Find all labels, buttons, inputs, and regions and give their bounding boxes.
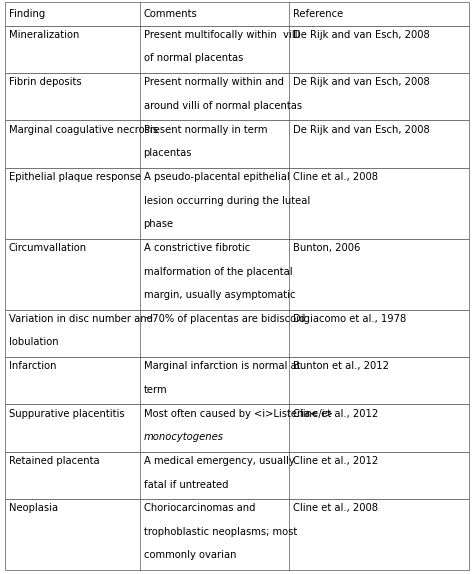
Text: De Rijk and van Esch, 2008: De Rijk and van Esch, 2008 (293, 30, 430, 40)
Text: placentas: placentas (144, 148, 192, 158)
Text: Variation in disc number and: Variation in disc number and (9, 314, 153, 324)
Text: Reference: Reference (293, 9, 343, 19)
Text: lobulation: lobulation (9, 338, 58, 347)
Text: monocytogenes: monocytogenes (144, 432, 224, 442)
Text: Cline et al., 2012: Cline et al., 2012 (293, 409, 378, 418)
Bar (5, 73, 469, 121)
Text: Marginal infarction is normal at: Marginal infarction is normal at (144, 361, 300, 371)
Text: phase: phase (144, 219, 174, 229)
Text: margin, usually asymptomatic: margin, usually asymptomatic (144, 290, 295, 300)
Text: term: term (144, 385, 167, 395)
Text: Epithelial plaque response: Epithelial plaque response (9, 172, 141, 182)
Text: trophoblastic neoplasms; most: trophoblastic neoplasms; most (144, 527, 297, 537)
Text: Cline et al., 2008: Cline et al., 2008 (293, 503, 378, 513)
Text: fatal if untreated: fatal if untreated (144, 479, 228, 490)
Bar (5, 499, 469, 570)
Text: Infarction: Infarction (9, 361, 56, 371)
Text: Present normally within and: Present normally within and (144, 77, 283, 87)
Text: around villi of normal placentas: around villi of normal placentas (144, 101, 302, 111)
Text: commonly ovarian: commonly ovarian (144, 550, 236, 560)
Text: Suppurative placentitis: Suppurative placentitis (9, 409, 124, 418)
Bar (5, 404, 469, 452)
Bar (5, 121, 469, 168)
Text: Comments: Comments (144, 9, 197, 19)
Bar (5, 239, 469, 309)
Text: lesion occurring during the luteal: lesion occurring during the luteal (144, 196, 310, 205)
Text: A pseudo-placental epithelial: A pseudo-placental epithelial (144, 172, 289, 182)
Text: Retained placenta: Retained placenta (9, 456, 99, 466)
Bar (5, 26, 469, 73)
Text: De Rijk and van Esch, 2008: De Rijk and van Esch, 2008 (293, 125, 430, 135)
Bar (5, 309, 469, 357)
Text: Marginal coagulative necrosis: Marginal coagulative necrosis (9, 125, 157, 135)
Text: Circumvallation: Circumvallation (9, 243, 87, 253)
Text: Mineralization: Mineralization (9, 30, 79, 40)
Text: ~70% of placentas are bidiscoid: ~70% of placentas are bidiscoid (144, 314, 305, 324)
Text: Fibrin deposits: Fibrin deposits (9, 77, 81, 87)
Bar (5, 2, 469, 26)
Text: Cline et al., 2008: Cline et al., 2008 (293, 172, 378, 182)
Text: A medical emergency, usually: A medical emergency, usually (144, 456, 294, 466)
Text: A constrictive fibrotic: A constrictive fibrotic (144, 243, 250, 253)
Text: Digiacomo et al., 1978: Digiacomo et al., 1978 (293, 314, 406, 324)
Text: Present normally in term: Present normally in term (144, 125, 267, 135)
Text: De Rijk and van Esch, 2008: De Rijk and van Esch, 2008 (293, 77, 430, 87)
Bar (5, 452, 469, 499)
Text: of normal placentas: of normal placentas (144, 53, 243, 64)
Text: Choriocarcinomas and: Choriocarcinomas and (144, 503, 255, 513)
Text: Neoplasia: Neoplasia (9, 503, 58, 513)
Text: Bunton, 2006: Bunton, 2006 (293, 243, 360, 253)
Text: Cline et al., 2012: Cline et al., 2012 (293, 456, 378, 466)
Text: Bunton et al., 2012: Bunton et al., 2012 (293, 361, 389, 371)
Bar (5, 357, 469, 404)
Text: Present multifocally within  villi: Present multifocally within villi (144, 30, 300, 40)
Text: Finding: Finding (9, 9, 45, 19)
Text: malformation of the placental: malformation of the placental (144, 266, 292, 277)
Bar (5, 168, 469, 239)
Text: Most often caused by <i>Listeria</i>: Most often caused by <i>Listeria</i> (144, 409, 332, 418)
